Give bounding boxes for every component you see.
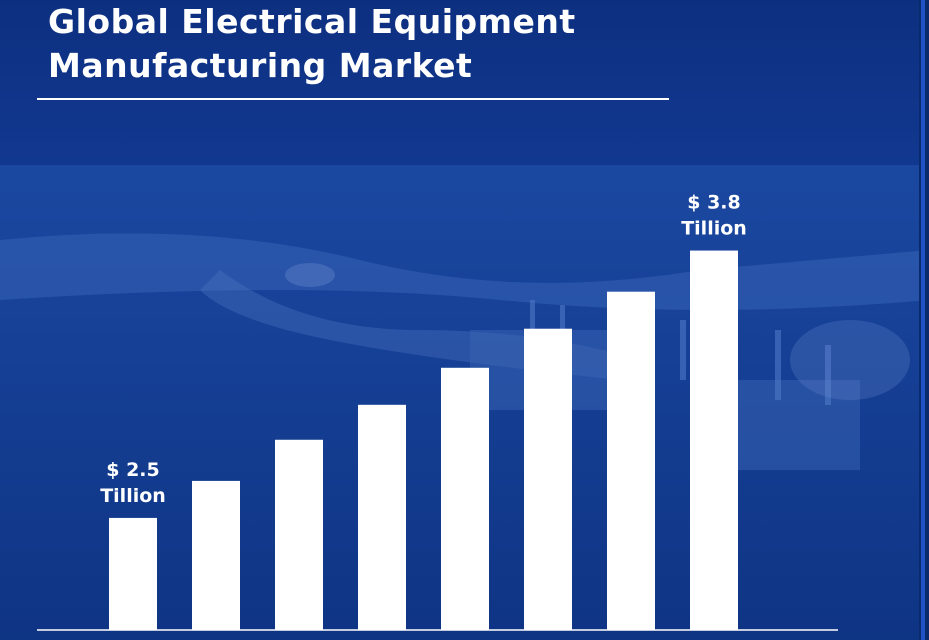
data-label-7-line1: $ 3.8 <box>687 192 741 214</box>
right-edge-accent <box>921 0 925 640</box>
bar-7 <box>690 250 738 630</box>
bar-1 <box>192 480 240 630</box>
bar-3 <box>358 404 406 630</box>
bar-6 <box>607 291 655 630</box>
data-label-0-line2: Tillion <box>100 485 166 507</box>
data-label-0-line1: $ 2.5 <box>106 459 160 481</box>
title-underline <box>37 98 669 100</box>
title-line-2: Manufacturing Market <box>48 46 473 85</box>
data-label-7-line2: Tillion <box>681 218 747 240</box>
chart-title: Global Electrical Equipment Manufacturin… <box>48 0 668 88</box>
bar-2 <box>275 439 323 630</box>
bar-4 <box>441 367 489 630</box>
bar-5 <box>524 328 572 630</box>
title-line-1: Global Electrical Equipment <box>48 2 576 41</box>
bar-0 <box>109 517 157 630</box>
